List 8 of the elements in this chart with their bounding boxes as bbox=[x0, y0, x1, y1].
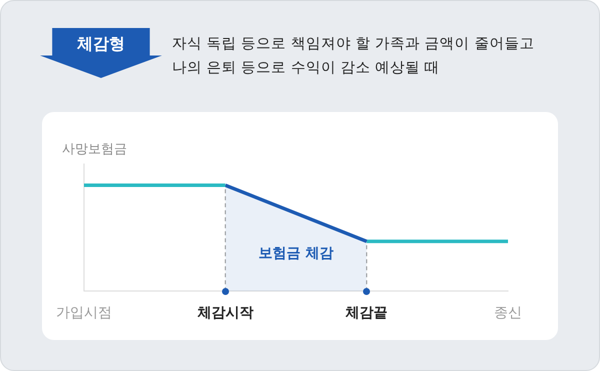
x-tick-label: 체감시작 bbox=[196, 305, 254, 322]
y-axis-title: 사망보험금 bbox=[62, 141, 127, 158]
x-tick-label: 종신 bbox=[494, 305, 522, 322]
annotation: 보험금 체감 bbox=[258, 246, 334, 262]
chart-title: 체감형 bbox=[76, 34, 126, 55]
x-tick-label: 가입시점 bbox=[56, 305, 112, 322]
chart-subtitle: 자식 독립 등으로 책임져야 할 가족과 금액이 줄어들고 나의 은퇴 등으로 수익이 감소 예상될 때 bbox=[172, 35, 534, 78]
x-tick-label: 체감끝 bbox=[344, 305, 388, 322]
